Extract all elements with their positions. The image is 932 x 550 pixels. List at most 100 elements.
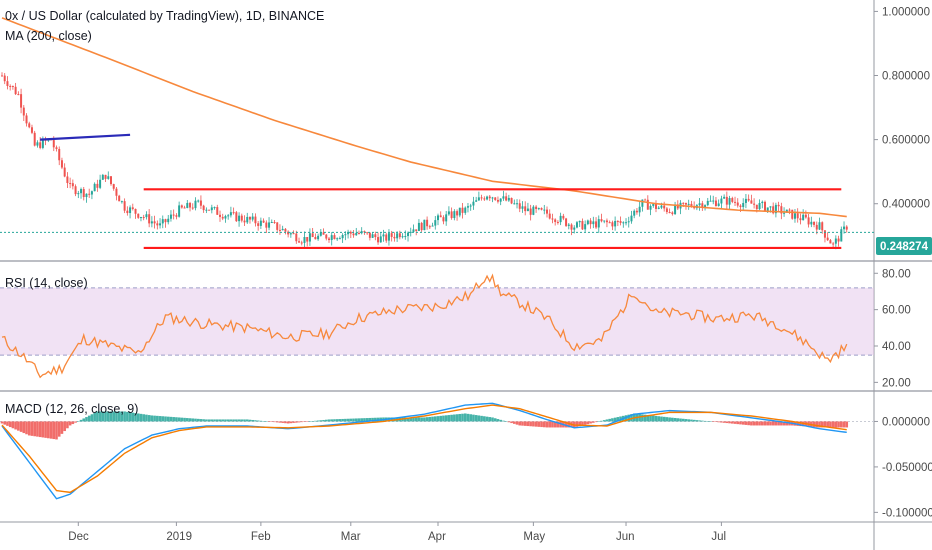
histogram-bar <box>221 419 225 422</box>
candle-body <box>11 85 14 87</box>
candle-body <box>379 236 382 243</box>
candle-body <box>33 132 36 146</box>
histogram-bar <box>180 417 184 422</box>
candle <box>208 209 211 211</box>
histogram-bar <box>0 421 4 424</box>
candle-body <box>840 229 843 242</box>
rsi-tick-label: 60.00 <box>882 305 911 317</box>
histogram-bar <box>518 421 522 426</box>
price-tick-label: 0.800000 <box>882 71 930 83</box>
candle-body <box>330 235 333 241</box>
candle <box>219 210 221 222</box>
histogram-bar <box>360 418 363 422</box>
histogram-bar <box>27 421 31 436</box>
histogram-bar <box>755 421 759 426</box>
candle <box>469 203 472 211</box>
candle-body <box>728 198 731 205</box>
candle-body <box>14 86 17 95</box>
price-axis[interactable]: 1.000000 0.800000 0.600000 0.400000 80.00 60.… <box>874 6 932 519</box>
rsi-pane[interactable] <box>0 273 874 379</box>
candle <box>368 232 371 241</box>
candle-body <box>276 222 279 230</box>
candle-body <box>783 212 786 214</box>
candle-body <box>496 199 499 202</box>
macd-pane[interactable] <box>0 402 874 500</box>
histogram-bar <box>352 418 355 422</box>
candle <box>499 198 502 206</box>
candle-body <box>456 211 459 216</box>
candle-body <box>393 236 396 239</box>
candle <box>619 216 622 226</box>
histogram-bar <box>68 421 72 426</box>
candle <box>813 221 816 228</box>
candle-body <box>777 204 780 207</box>
histogram-bar <box>71 421 75 425</box>
candle <box>589 218 592 229</box>
candle <box>494 197 497 201</box>
histogram-bar <box>583 421 587 425</box>
candle <box>366 231 369 235</box>
histogram-bar <box>736 421 740 425</box>
candle-body <box>338 238 341 240</box>
candle <box>387 229 390 246</box>
candle-body <box>110 176 112 185</box>
histogram-bar <box>55 421 58 440</box>
candle <box>537 207 540 211</box>
candle <box>412 224 415 233</box>
candle-body <box>156 223 159 226</box>
price-pane[interactable] <box>0 17 874 250</box>
histogram-bar <box>714 421 718 422</box>
histogram-bar <box>812 421 816 428</box>
histogram-bar <box>439 415 443 422</box>
candle-body <box>153 221 156 224</box>
candle <box>164 218 167 228</box>
candle <box>565 217 568 227</box>
histogram-bar <box>341 418 344 422</box>
candle-body <box>9 85 12 87</box>
candle-body <box>238 215 241 222</box>
candle <box>153 215 156 229</box>
candle-body <box>112 184 115 189</box>
time-axis[interactable]: Dec 2019 Feb Mar Apr May Jun Jul <box>68 522 726 543</box>
candle-body <box>363 231 366 233</box>
candle <box>845 225 848 233</box>
histogram-bar <box>488 417 492 422</box>
histogram-bar <box>41 421 45 438</box>
candle-body <box>750 200 753 204</box>
candle-body <box>219 214 221 217</box>
histogram-bar <box>363 418 366 422</box>
candle-body <box>69 183 72 185</box>
histogram-bar <box>183 417 186 422</box>
histogram-bar <box>420 417 423 422</box>
candle-body <box>823 230 826 238</box>
candle <box>20 88 23 114</box>
histogram-bar <box>131 412 135 422</box>
candle-body <box>717 203 720 207</box>
candle <box>744 193 747 209</box>
histogram-bar <box>532 421 535 427</box>
candle-body <box>137 213 140 218</box>
candle-body <box>336 238 339 240</box>
histogram-bar <box>311 421 314 422</box>
candle <box>720 195 723 209</box>
candle-body <box>826 237 829 241</box>
candle-body <box>30 127 33 133</box>
histogram-bar <box>205 419 208 422</box>
candle-body <box>453 211 456 219</box>
candle <box>300 240 303 246</box>
histogram-bar <box>177 417 181 422</box>
histogram-bar <box>545 421 549 428</box>
candle <box>551 213 554 224</box>
candle-body <box>807 217 810 225</box>
candle-body <box>387 233 390 241</box>
candle-body <box>764 201 766 212</box>
histogram-bar <box>139 413 143 422</box>
histogram-bar <box>166 416 170 422</box>
histogram-bar <box>739 421 742 425</box>
histogram-bar <box>251 419 254 422</box>
candle-body <box>289 233 292 235</box>
candle <box>357 230 360 235</box>
candle <box>608 220 611 224</box>
candle-body <box>565 218 568 226</box>
histogram-bar <box>515 421 519 425</box>
